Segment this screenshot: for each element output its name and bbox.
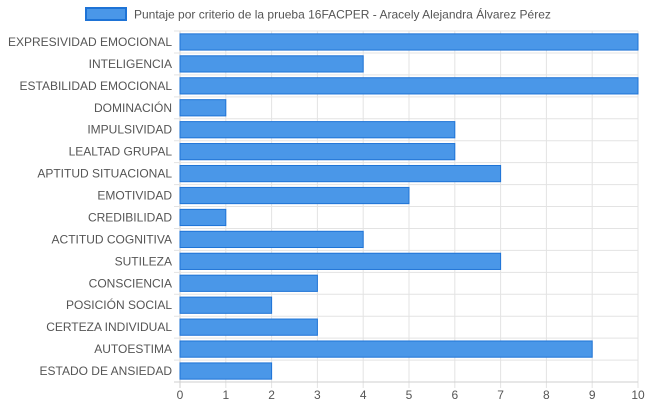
category-label: ESTABILIDAD EMOCIONAL [20, 79, 173, 93]
x-tick-label: 8 [543, 388, 550, 402]
bar[interactable] [179, 230, 364, 249]
x-tick-label: 9 [589, 388, 596, 402]
category-label: EMOTIVIDAD [97, 189, 172, 203]
category-label: ACTITUD COGNITIVA [52, 232, 172, 246]
bar[interactable] [179, 55, 364, 73]
category-label: AUTOESTIMA [94, 342, 172, 356]
bar[interactable] [179, 362, 273, 380]
bar[interactable] [179, 340, 593, 358]
category-label: EXPRESIVIDAD EMOCIONAL [8, 35, 172, 49]
bar[interactable] [179, 274, 318, 292]
bar[interactable] [179, 33, 639, 51]
bar[interactable] [179, 186, 410, 205]
x-tick-label: 10 [631, 388, 645, 402]
category-label: LEALTAD GRUPAL [69, 145, 173, 159]
bar[interactable] [179, 296, 273, 314]
bar[interactable] [179, 252, 502, 270]
x-tick-label: 5 [406, 388, 413, 402]
bar[interactable] [179, 121, 456, 139]
category-label: SUTILEZA [115, 254, 172, 268]
bar[interactable] [179, 318, 318, 336]
x-tick-label: 3 [314, 388, 321, 402]
x-tick-label: 4 [360, 388, 367, 402]
bar[interactable] [179, 164, 502, 183]
category-label: DOMINACIÓN [94, 100, 172, 115]
category-label: APTITUD SITUACIONAL [37, 167, 172, 181]
x-tick-label: 0 [177, 388, 184, 402]
bar[interactable] [179, 208, 227, 227]
legend[interactable]: Puntaje por criterio de la prueba 16FACP… [85, 7, 551, 22]
bar[interactable] [179, 143, 456, 161]
category-label: CONSCIENCIA [89, 276, 172, 290]
category-label: CERTEZA INDIVIDUAL [46, 320, 172, 334]
category-label: ESTADO DE ANSIEDAD [40, 364, 173, 378]
bar[interactable] [179, 99, 227, 117]
legend-swatch [85, 7, 127, 21]
x-tick-label: 7 [497, 388, 504, 402]
category-label: INTELIGENCIA [89, 57, 172, 71]
category-label: POSICIÓN SOCIAL [66, 297, 172, 312]
category-labels: EXPRESIVIDAD EMOCIONAL INTELIGENCIA ESTABI… [8, 35, 172, 378]
legend-label: Puntaje por criterio de la prueba 16FACP… [134, 7, 551, 22]
bar[interactable] [179, 77, 639, 95]
category-label: CREDIBILIDAD [88, 210, 172, 224]
category-label: IMPULSIVIDAD [87, 123, 172, 137]
x-tick-label: 6 [451, 388, 458, 402]
x-tick-label: 1 [222, 388, 229, 402]
bars [179, 33, 639, 380]
x-tick-label: 2 [268, 388, 275, 402]
x-axis-ticks: 0 1 2 3 4 5 6 7 8 9 10 [177, 388, 645, 402]
